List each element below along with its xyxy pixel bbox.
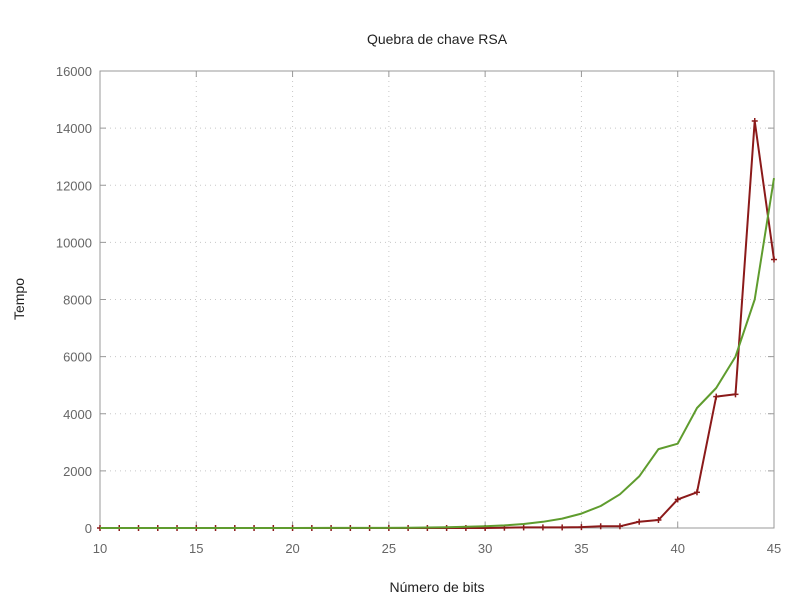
y-tick-label: 2000 [63,464,92,479]
data-point [751,117,758,124]
y-axis-label: Tempo [11,278,27,320]
x-tick-label: 10 [93,541,107,556]
series-1 [97,117,777,531]
data-point [674,496,681,503]
chart-title: Quebra de chave RSA [367,31,508,47]
series-line [100,120,775,529]
data-point [559,524,566,531]
grid [100,71,774,528]
data-point [520,524,527,531]
x-tick-label: 45 [767,541,781,556]
data-point [655,517,662,524]
data-point [636,518,643,525]
y-tick-label: 8000 [63,293,92,308]
series-2 [100,177,775,529]
data-point [616,523,623,530]
x-tick-label: 20 [285,541,299,556]
x-tick-label: 35 [574,541,588,556]
x-tick-label: 15 [189,541,203,556]
data-point [539,524,546,531]
series-layer [97,117,777,531]
y-tick-label: 4000 [63,407,92,422]
x-tick-label: 25 [382,541,396,556]
x-tick-label: 40 [670,541,684,556]
x-tick-label: 30 [478,541,492,556]
data-point [713,393,720,400]
x-axis-label: Número de bits [390,579,485,595]
plot-frame [99,70,775,529]
axis-ticks: 10 15 20 25 30 35 40 45 0 2000 4000 6000 8000 10000 12… [56,64,781,556]
y-tick-label: 14000 [56,121,92,136]
data-point [732,391,739,398]
data-point [578,524,585,531]
y-tick-label: 16000 [56,64,92,79]
y-tick-label: 12000 [56,178,92,193]
y-tick-label: 0 [85,521,92,536]
series-line [100,177,775,529]
data-point [771,256,777,263]
y-tick-label: 6000 [63,350,92,365]
data-point [693,489,700,496]
y-tick-label: 10000 [56,235,92,250]
data-point [597,523,604,530]
